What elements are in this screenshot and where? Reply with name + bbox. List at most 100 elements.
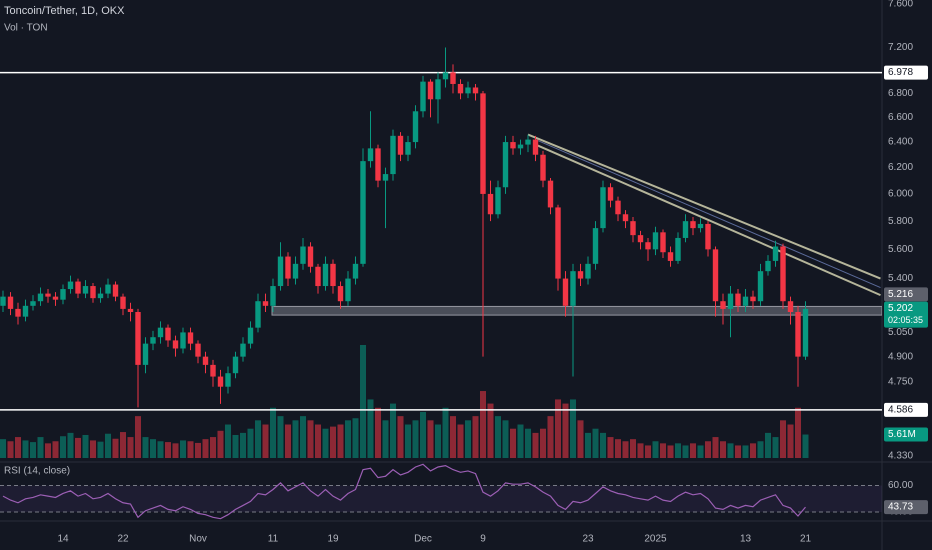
candle-body bbox=[675, 237, 681, 261]
volume-bar bbox=[622, 441, 629, 458]
candle-body bbox=[322, 263, 329, 287]
candle-body bbox=[142, 343, 149, 365]
candle-body bbox=[547, 180, 554, 208]
volume-bar bbox=[52, 441, 59, 458]
candle-body bbox=[750, 296, 756, 302]
volume-bar bbox=[757, 441, 764, 458]
candle-body bbox=[570, 271, 576, 306]
candle-body bbox=[397, 135, 404, 155]
volume-bar bbox=[120, 432, 126, 458]
y-tick-label: 4.900 bbox=[888, 351, 913, 362]
volume-bar bbox=[487, 403, 494, 458]
volume-bar bbox=[427, 420, 434, 458]
candle-body bbox=[802, 308, 809, 357]
y-tick-label: 6.600 bbox=[888, 112, 913, 123]
candle-body bbox=[367, 148, 374, 162]
volume-bar bbox=[337, 424, 344, 458]
volume-bar bbox=[637, 443, 644, 458]
volume-bar bbox=[705, 441, 711, 458]
volume-bar bbox=[0, 439, 6, 458]
trendline bbox=[535, 143, 881, 297]
candle-body bbox=[690, 221, 696, 229]
volume-bar bbox=[480, 391, 486, 458]
volume-bar bbox=[802, 434, 809, 458]
candle-body bbox=[457, 83, 464, 94]
volume-bar bbox=[247, 428, 254, 458]
volume-bar bbox=[592, 428, 599, 458]
volume-bar bbox=[180, 440, 186, 458]
volume-bar bbox=[187, 441, 194, 458]
volume-bar bbox=[172, 443, 179, 458]
candle-body bbox=[82, 286, 89, 294]
candle-body bbox=[435, 79, 441, 100]
candle-body bbox=[90, 286, 96, 299]
candle-body bbox=[705, 223, 711, 250]
candle-body bbox=[720, 301, 726, 309]
axes: 7.600 7.200 6.800 6.600 6.400 6.200 6.000 5.800… bbox=[57, 0, 928, 545]
volume-bar bbox=[202, 439, 209, 458]
volume-bar bbox=[412, 420, 419, 458]
level-label: 6.978 bbox=[888, 67, 913, 78]
volume-bar bbox=[660, 443, 666, 458]
volume-bar bbox=[570, 399, 576, 458]
candle-body bbox=[637, 235, 644, 243]
volume-bar bbox=[420, 411, 426, 458]
volume-bar bbox=[367, 399, 374, 458]
volume-bar bbox=[360, 345, 366, 458]
volume-bar bbox=[112, 438, 119, 458]
candle-body bbox=[292, 263, 299, 279]
y-tick-label: 4.750 bbox=[888, 376, 913, 387]
candle-body bbox=[30, 301, 36, 306]
last-price-box bbox=[884, 301, 928, 328]
y-tick-label: 7.200 bbox=[888, 42, 913, 53]
candle-body bbox=[585, 263, 591, 279]
volume-bar bbox=[157, 441, 164, 458]
candle-body bbox=[652, 232, 659, 250]
candle-body bbox=[382, 174, 389, 181]
candle-body bbox=[442, 72, 449, 80]
candle-body bbox=[360, 161, 366, 264]
volume-bar bbox=[352, 418, 359, 458]
candle-body bbox=[412, 111, 419, 143]
candle-body bbox=[315, 266, 321, 287]
candle-body bbox=[712, 249, 719, 302]
candle-body bbox=[127, 308, 134, 312]
candle-body bbox=[285, 256, 291, 279]
volume-bar bbox=[270, 407, 276, 458]
volume-bar bbox=[517, 424, 524, 458]
candle-body bbox=[480, 93, 486, 194]
candle-body bbox=[270, 286, 276, 306]
volume-bar bbox=[375, 407, 381, 458]
volume-bar bbox=[607, 437, 614, 458]
volume-bar bbox=[330, 426, 336, 458]
volume-label-box bbox=[884, 427, 928, 442]
candle-body bbox=[202, 356, 209, 365]
candle-body bbox=[67, 281, 74, 290]
x-tick-label: 11 bbox=[268, 534, 279, 545]
volume-bar bbox=[780, 420, 786, 458]
candle-body bbox=[165, 327, 171, 341]
y-tick-label: 6.200 bbox=[888, 162, 913, 173]
volume-bar bbox=[232, 434, 239, 458]
candle-body bbox=[682, 221, 689, 238]
y-tick-label: 7.600 bbox=[888, 0, 913, 10]
y-tick-label: 6.400 bbox=[888, 137, 913, 148]
volume-bar bbox=[547, 416, 554, 458]
volume-bar bbox=[240, 432, 246, 458]
volume-bar bbox=[600, 432, 606, 458]
volume-bar bbox=[682, 445, 689, 458]
x-tick-label: 22 bbox=[117, 534, 129, 545]
volume-bar bbox=[652, 441, 659, 458]
candle-body bbox=[427, 81, 434, 100]
candle-body bbox=[135, 311, 141, 365]
candle-body bbox=[772, 246, 779, 261]
volume-bar bbox=[382, 420, 389, 458]
volume-bar bbox=[795, 407, 801, 458]
volume-bar bbox=[750, 443, 756, 458]
volume-bar bbox=[435, 424, 441, 458]
symbol-title: Toncoin/Tether, 1D, OKX bbox=[4, 5, 125, 17]
candle-body bbox=[37, 293, 44, 302]
volume-bar bbox=[22, 440, 29, 458]
volume-bar bbox=[540, 428, 546, 458]
rsi-value-label: 43.73 bbox=[888, 502, 913, 513]
